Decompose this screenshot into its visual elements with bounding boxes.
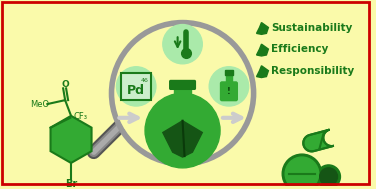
Text: Br: Br <box>65 179 77 189</box>
FancyBboxPatch shape <box>170 81 196 89</box>
Text: Sustainability: Sustainability <box>271 22 353 33</box>
Circle shape <box>282 154 322 189</box>
Polygon shape <box>256 22 268 34</box>
Text: 46: 46 <box>141 78 149 83</box>
FancyBboxPatch shape <box>225 70 233 75</box>
Text: MeO: MeO <box>30 100 49 108</box>
Circle shape <box>163 25 202 64</box>
Text: O: O <box>61 80 69 89</box>
Polygon shape <box>50 116 92 163</box>
Polygon shape <box>256 44 268 56</box>
Polygon shape <box>256 66 268 77</box>
Text: CF₃: CF₃ <box>73 112 87 121</box>
Circle shape <box>117 67 156 106</box>
Text: Efficiency: Efficiency <box>271 44 329 54</box>
Text: Pd: Pd <box>127 84 145 97</box>
Circle shape <box>209 67 249 106</box>
Polygon shape <box>163 121 202 157</box>
Circle shape <box>145 93 220 168</box>
Text: Responsibility: Responsibility <box>271 66 355 76</box>
FancyBboxPatch shape <box>121 73 151 100</box>
FancyBboxPatch shape <box>174 85 191 135</box>
Circle shape <box>114 26 251 161</box>
FancyBboxPatch shape <box>221 82 237 101</box>
Circle shape <box>320 168 338 186</box>
Polygon shape <box>303 130 334 151</box>
Circle shape <box>317 165 340 188</box>
Text: !: ! <box>227 87 231 96</box>
Circle shape <box>285 157 319 189</box>
FancyBboxPatch shape <box>226 73 232 85</box>
